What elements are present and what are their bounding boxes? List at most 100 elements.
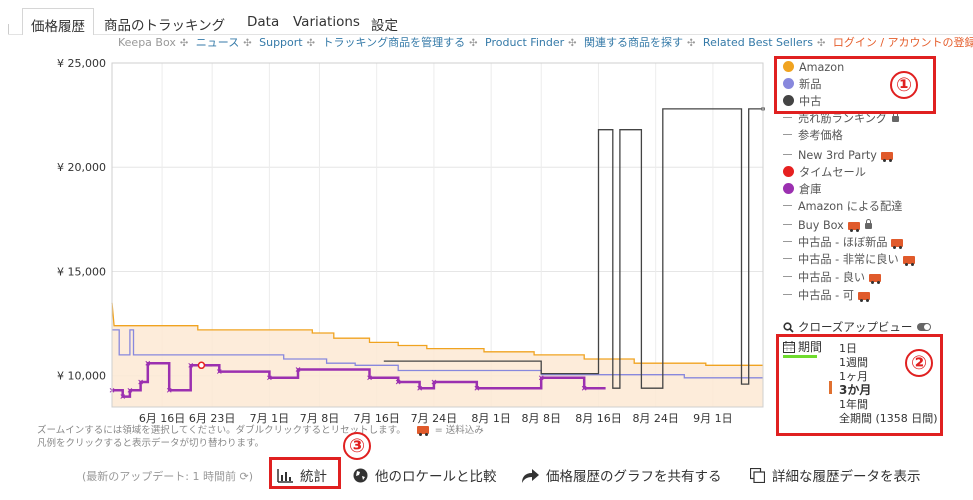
chart-markers [109,106,765,399]
closeup-view-label: クローズアップビュー [798,320,913,334]
legend-label: 中古品 - 可 [798,289,854,302]
legend-label: New 3rd Party [798,149,877,162]
truck-icon [847,222,860,232]
tab-price-history[interactable]: 価格履歴 [22,8,94,35]
legend-item-13[interactable]: 中古品 - 可 [783,288,870,304]
legend-label: タイムセール [799,166,866,179]
legend-item-11[interactable]: 中古品 - 非常に良い [783,252,915,268]
tab-baseline [8,34,973,35]
amazon-area-fill [112,302,763,407]
x-tick-label: 8月 16日 [575,412,622,425]
x-tick-label: 6月 16日 [139,412,186,425]
legend-dot-icon [783,61,794,72]
range-1-day[interactable]: 1日 [839,342,857,355]
warehouse-marker [188,362,194,368]
legend-item-6[interactable]: タイムセール [783,165,866,181]
warehouse-marker [127,387,133,393]
truck-icon [857,292,870,302]
warehouse-marker [120,394,126,399]
subnav-news[interactable]: ニュース [195,36,240,49]
legend-item-8[interactable]: Amazon による配達 [783,199,902,215]
range-all-time[interactable]: 全期間 (1358 日間) [839,412,938,425]
closeup-view-toggle[interactable]: クローズアップビュー [783,319,932,335]
tab-data[interactable]: Data [247,14,280,30]
warehouse-marker [367,375,372,381]
subnav-keepa-box[interactable]: Keepa Box [118,36,176,49]
annotation-box-1 [774,56,936,114]
share-graph-button[interactable]: 価格履歴のグラフを共有する [521,465,722,485]
legend-item-10[interactable]: 中古品 - ほぼ新品 [783,235,904,251]
legend-item-5[interactable]: New 3rd Party [783,148,893,164]
legend-label: Buy Box [798,219,844,232]
series-line-2 [383,108,763,389]
legend-dash-icon [783,294,792,295]
range-1-month[interactable]: 1ヶ月 [839,370,868,383]
warehouse-marker [138,379,143,385]
bar-chart-icon [277,469,293,483]
statistics-button[interactable]: 統計 [277,465,327,485]
legend-item-4[interactable]: 参考価格 [783,128,843,144]
legend-dot-icon [783,183,794,194]
share-arrow-icon [522,469,539,483]
magnifier-icon [783,322,794,333]
tab-variations[interactable]: Variations [293,14,360,30]
legend-dash-icon [783,154,792,155]
truck-icon [416,426,429,436]
subnav-support[interactable]: Support [259,36,303,49]
range-1-week[interactable]: 1週間 [839,356,868,369]
truck-icon [902,256,915,266]
legend-item-2[interactable]: 中古 [783,94,821,110]
legend-item-1[interactable]: 新品 [783,77,821,93]
last-update-text: (最新のアップデート: 1 時間前 ⟳) [82,470,254,483]
series-line-4 [112,361,606,398]
y-tick-label: ¥ 15,000 [57,265,106,278]
x-tick-label: 7月 16日 [353,412,400,425]
range-3-months[interactable]: 3か月 [839,383,872,397]
chart-xticks: 6月 16日 6月 23日 7月 1日 7月 8日 7月 16日 7月 24日 8月 1日 8… [139,412,733,425]
truck-icon [869,274,882,284]
legend-item-7[interactable]: 倉庫 [783,182,821,198]
compare-locales-button[interactable]: 他のロケールと比較 [353,465,497,485]
subnav-manage-tracking[interactable]: トラッキング商品を管理する [322,36,466,49]
warehouse-marker [295,367,301,372]
subnav-find-related[interactable]: 関連する商品を探す [584,36,684,49]
legend-item-0[interactable]: Amazon [783,60,844,76]
warehouse-marker [431,379,437,385]
warehouse-marker [216,369,222,374]
truck-icon [880,152,893,162]
warehouse-marker [267,375,272,381]
period-label: 期間 [783,338,822,355]
plot-border [111,62,764,408]
lock-icon [864,219,872,229]
subnav-product-finder[interactable]: Product Finder [485,36,565,49]
y-tick-label: ¥ 25,000 [57,57,106,70]
legend-item-12[interactable]: 中古品 - 良い [783,270,882,286]
legend-dot-icon [783,78,794,89]
series-line-0 [111,302,763,366]
warehouse-marker [474,385,480,391]
legend-dash-icon [783,205,792,206]
warehouse-marker [538,375,544,381]
refresh-icon[interactable]: ⟳) [239,470,254,483]
subnav-related-best-sellers[interactable]: Related Best Sellers [702,36,813,49]
annotation-number-1: ① [890,71,918,99]
legend-label: 中古品 - ほぼ新品 [798,236,888,249]
legend-dash-icon [783,134,792,135]
toggle-icon[interactable] [917,323,932,331]
detailed-history-button[interactable]: 詳細な履歴データを表示 [749,465,921,485]
legend-label: 新品 [799,78,822,91]
annotation-number-3: ③ [343,432,371,460]
tab-product-tracking[interactable]: 商品のトラッキング [104,18,226,34]
selected-range-marker [829,381,832,394]
annotation-box-2 [776,334,943,436]
globe-icon [353,468,368,483]
legend-label: 売れ筋ランキング [798,112,888,125]
tab-settings[interactable]: 設定 [371,18,398,34]
range-1-year[interactable]: 1年間 [839,398,868,411]
subnav-login[interactable]: ログイン / アカウントの登録 [832,36,973,49]
warehouse-marker [417,385,422,391]
legend-item-9[interactable]: Buy Box [783,218,872,234]
lock-icon [892,112,900,122]
legend-dash-icon [783,241,792,242]
